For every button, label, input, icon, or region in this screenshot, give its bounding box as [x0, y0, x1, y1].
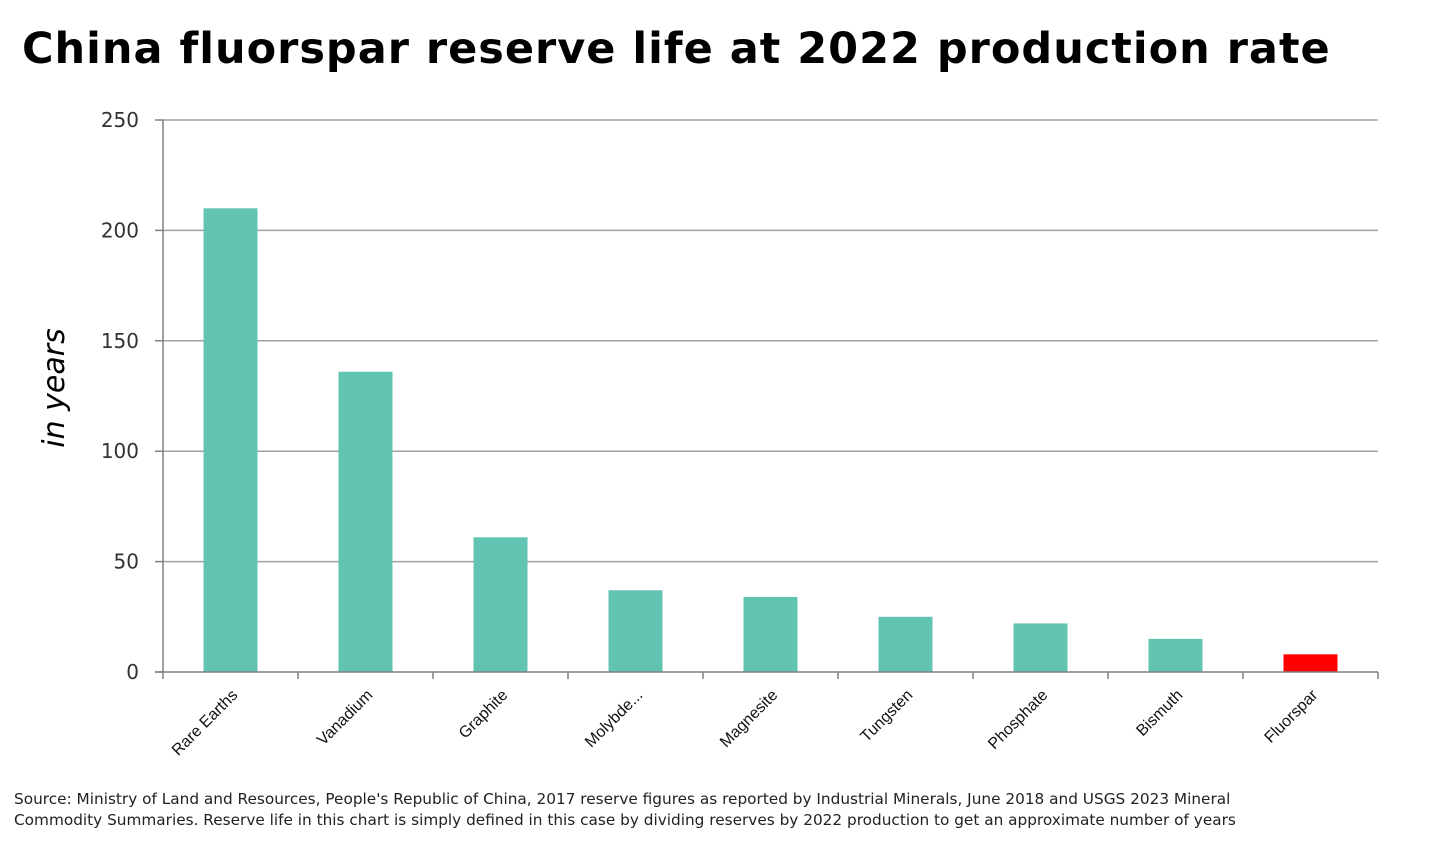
x-axis-ticks: Rare Earths Vanadium Graphite Molybde... Mag…: [162, 672, 1379, 759]
source-line-2: Commodity Summaries. Reserve life in thi…: [14, 811, 1236, 829]
x-tick-label: Tungsten: [858, 687, 917, 746]
x-tick-label: Bismuth: [1133, 687, 1186, 740]
x-tick-label: Graphite: [456, 687, 511, 742]
x-tick-label: Magnesite: [717, 687, 781, 751]
bar-bismuth: [1148, 638, 1203, 672]
bars: [203, 208, 1338, 672]
chart-title: China fluorspar reserve life at 2022 pro…: [22, 24, 1331, 74]
y-tick-label: 200: [101, 218, 139, 242]
bar-rare-earths: [203, 208, 258, 672]
bar-phosphate: [1013, 623, 1068, 672]
source-note: Source: Ministry of Land and Resources, …: [14, 789, 1446, 831]
y-axis-label: in years: [37, 328, 72, 447]
x-tick-label: Fluorspar: [1262, 686, 1322, 746]
bar-tungsten: [878, 616, 933, 672]
bar-graphite: [473, 537, 528, 672]
bar-fluorspar: [1283, 654, 1338, 672]
y-tick-label: 0: [126, 660, 139, 684]
y-tick-label: 150: [101, 329, 139, 353]
y-tick-label: 250: [101, 108, 139, 132]
x-tick-label: Rare Earths: [169, 687, 241, 759]
source-line-1: Source: Ministry of Land and Resources, …: [14, 790, 1231, 808]
y-tick-label: 100: [101, 439, 139, 463]
bar-magnesite: [743, 596, 798, 672]
x-tick-label: Vanadium: [314, 687, 376, 749]
bar-vanadium: [338, 371, 393, 672]
x-tick-label: Molybde...: [582, 687, 646, 751]
y-axis-ticks: 0 50 100 150 200 250: [101, 108, 163, 684]
y-tick-label: 50: [114, 550, 139, 574]
bar-molybde: [608, 590, 663, 672]
x-tick-label: Phosphate: [985, 687, 1051, 753]
x-axis: [155, 120, 1378, 673]
